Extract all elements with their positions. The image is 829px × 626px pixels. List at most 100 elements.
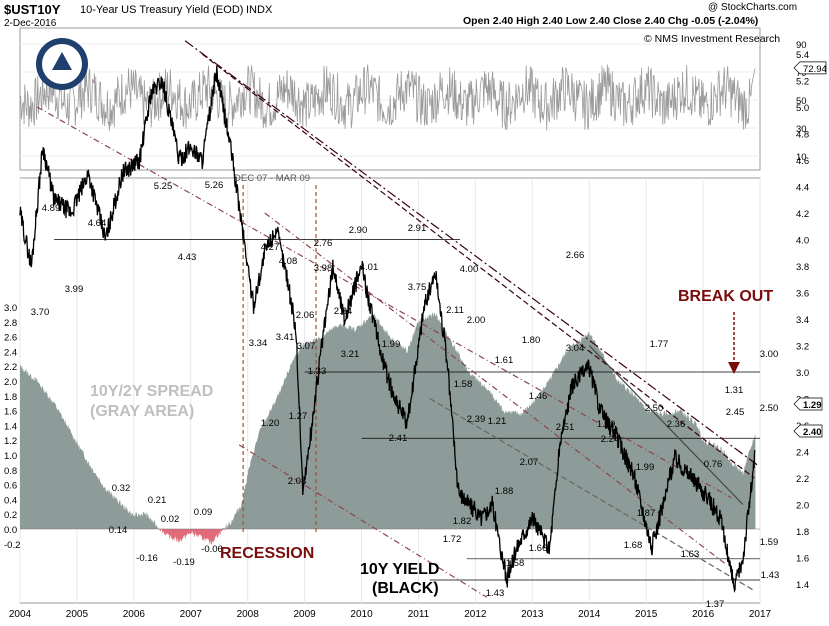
price-label: -0.06 — [201, 544, 223, 555]
left-tick-label: 0.4 — [4, 495, 17, 506]
x-tick-label: 2005 — [66, 609, 89, 620]
spread-last-tag — [793, 397, 823, 411]
right-tick-label: 3.2 — [796, 342, 809, 353]
recession-label: RECESSION — [220, 545, 314, 562]
right-tick-label: 3.0 — [796, 368, 809, 379]
rsi-last-label: 72.94 — [803, 64, 827, 75]
price-label: 1.77 — [650, 339, 669, 350]
spread-label-line2: (GRAY AREA) — [90, 403, 194, 420]
price-label: 2.91 — [408, 223, 427, 234]
right-tick-label: 2.0 — [796, 501, 809, 512]
channel-line-main — [184, 40, 758, 466]
price-label: 3.04 — [566, 343, 585, 354]
symbol: $UST10Y — [4, 2, 61, 17]
price-label: 3.75 — [408, 282, 427, 293]
price-label: -0.16 — [136, 553, 158, 564]
right-tick-label: 4.4 — [796, 183, 809, 194]
price-label: 2.06 — [296, 310, 315, 321]
price-label: 1.87 — [637, 508, 656, 519]
channel-line-mid — [264, 212, 727, 565]
channel-line-inner — [201, 53, 755, 479]
price-label: 2.34 — [334, 306, 353, 317]
yield-last-tag — [793, 424, 823, 438]
price-label: 2.36 — [667, 419, 686, 430]
price-label: 1.33 — [308, 366, 327, 377]
left-tick-label: 1.0 — [4, 451, 17, 462]
price-label: 2.41 — [389, 433, 408, 444]
spread-negative-area — [20, 529, 756, 545]
left-tick-label: 1.4 — [4, 421, 17, 432]
price-label: 1.46 — [529, 391, 548, 402]
price-label: 1.68 — [624, 540, 643, 551]
right-tick-label: 4.2 — [796, 209, 809, 220]
x-tick-label: 2010 — [350, 609, 373, 620]
price-label: 2.76 — [314, 238, 333, 249]
price-label: 0.02 — [161, 514, 180, 525]
spread-label-line1: 10Y/2Y SPREAD — [90, 383, 213, 400]
x-tick-label: 2004 — [9, 609, 32, 620]
price-label: 4.89 — [42, 203, 61, 214]
price-label: 2.11 — [446, 305, 464, 316]
right-tick-label: 3.4 — [796, 315, 809, 326]
price-label: 3.41 — [276, 332, 295, 343]
price-label: 1.59 — [760, 537, 779, 548]
price-label: 2.50 — [760, 403, 779, 414]
price-label: 4.08 — [279, 256, 298, 267]
x-tick-label: 2014 — [578, 609, 601, 620]
price-label: 1.58 — [506, 558, 525, 569]
x-tick-label: 2017 — [749, 609, 772, 620]
left-tick-label: 0.6 — [4, 481, 17, 492]
x-tick-label: 2015 — [635, 609, 658, 620]
x-tick-label: 2013 — [521, 609, 544, 620]
price-label: 4.43 — [178, 252, 197, 263]
x-tick-label: 2011 — [408, 609, 430, 620]
price-label: 0.14 — [109, 525, 128, 536]
price-label: 2.50 — [645, 403, 664, 414]
price-label: 2.00 — [467, 315, 486, 326]
price-label: 0.76 — [704, 459, 723, 470]
right-tick-label: 3.8 — [796, 262, 809, 273]
price-label: 2.08 — [288, 476, 307, 487]
watermark: @ StockCharts.com — [708, 2, 798, 13]
price-label: 1.21 — [488, 416, 507, 427]
right-tick-label: 5.4 — [796, 50, 809, 61]
right-tick-label: 3.6 — [796, 289, 809, 300]
right-tick-label: 5.0 — [796, 103, 809, 114]
price-label: 4.27 — [261, 242, 280, 253]
exchange: INDX — [246, 4, 273, 16]
price-label: 1.61 — [495, 355, 514, 366]
price-label: 1.27 — [289, 411, 308, 422]
rsi-tick-label: 90 — [796, 40, 807, 51]
price-label: 3.21 — [341, 349, 360, 360]
trend-line-short — [588, 345, 744, 505]
left-tick-label: 2.8 — [4, 318, 17, 329]
left-tick-label: 2.0 — [4, 377, 17, 388]
breakout-arrow-head — [728, 362, 740, 374]
price-label: 1.99 — [636, 462, 655, 473]
right-tick-label: 4.6 — [796, 156, 809, 167]
price-label: 1.19 — [597, 419, 616, 430]
price-label: -0.19 — [173, 557, 195, 568]
price-label: 1.20 — [261, 418, 280, 429]
price-label: 1.82 — [453, 516, 472, 527]
price-label: 2.07 — [520, 457, 539, 468]
right-tick-label: 1.8 — [796, 527, 809, 538]
left-tick-label: 3.0 — [4, 303, 17, 314]
price-label: 1.43 — [486, 588, 505, 599]
price-label: 1.72 — [443, 534, 462, 545]
price-label: 5.25 — [154, 181, 173, 192]
price-label: 1.63 — [681, 549, 700, 560]
treasury-seal-mark — [52, 52, 72, 70]
price-label: 3.07 — [297, 341, 316, 352]
breakout-label: BREAK OUT — [678, 288, 773, 305]
chart-date: 2-Dec-2016 — [4, 18, 57, 29]
price-label: 4.00 — [460, 264, 479, 275]
left-tick-label: 1.8 — [4, 392, 17, 403]
price-label: 0.21 — [148, 495, 167, 506]
rsi-line — [19, 64, 756, 131]
price-label: 2.51 — [556, 422, 575, 433]
price-label: 4.01 — [360, 262, 379, 273]
price-label: 1.58 — [454, 379, 473, 390]
